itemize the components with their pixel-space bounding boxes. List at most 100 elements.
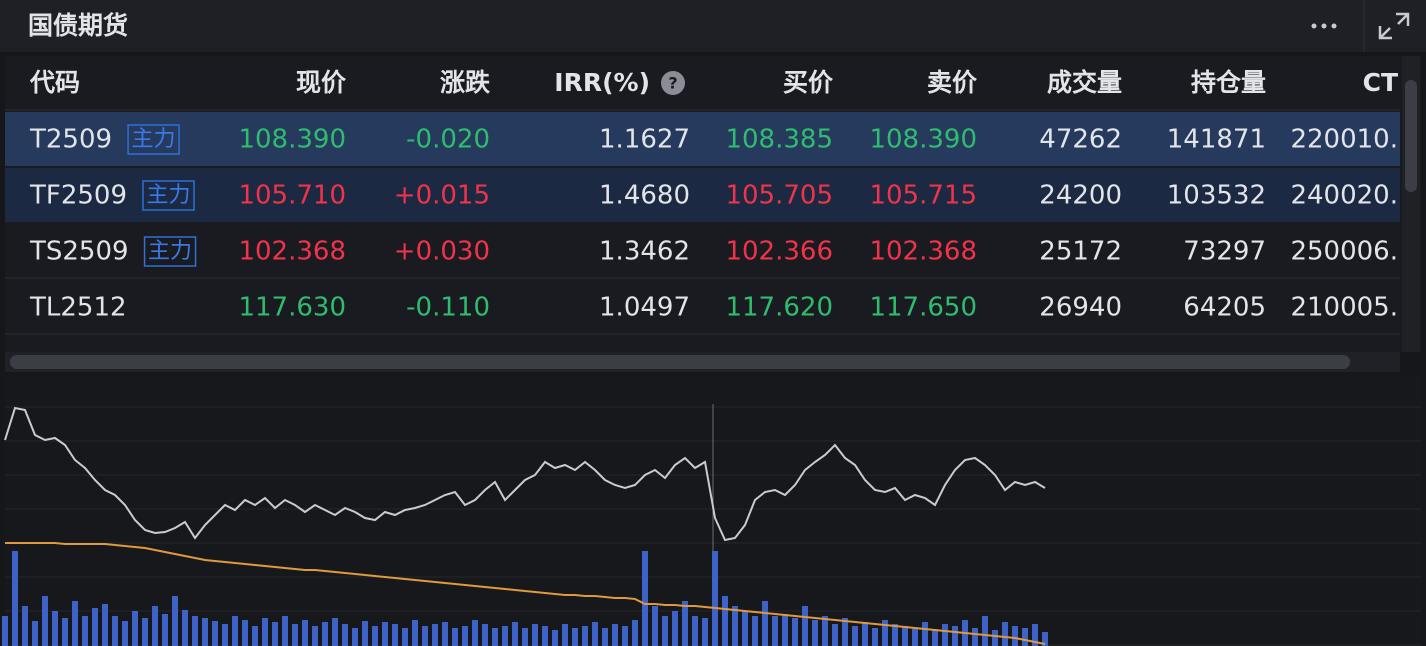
volume-bar	[902, 626, 908, 646]
cell: 105.715	[869, 181, 977, 211]
volume-bar	[332, 618, 338, 646]
volume-bar	[452, 628, 458, 646]
volume-bar	[1022, 628, 1028, 646]
volume-bar	[602, 628, 608, 646]
cell: 102.368	[869, 237, 977, 267]
volume-bar	[362, 621, 368, 646]
volume-bar	[472, 620, 478, 646]
volume-bar	[572, 628, 578, 646]
column-header: 代码	[29, 68, 80, 97]
volume-bar	[752, 616, 758, 646]
column-header: 成交量	[1047, 68, 1122, 97]
volume-bar	[822, 616, 828, 646]
volume-bar	[162, 614, 168, 646]
cell: 26940	[1039, 293, 1122, 323]
volume-bar	[462, 626, 468, 646]
volume-bar	[512, 622, 518, 646]
more-button[interactable]	[1311, 23, 1337, 29]
volume-bar	[272, 622, 278, 646]
h-scrollbar[interactable]	[10, 355, 1350, 369]
volume-bar	[592, 622, 598, 646]
volume-bar	[492, 628, 498, 646]
main-tag-box	[127, 124, 180, 155]
volume-bar	[662, 616, 668, 646]
main-tag: 主力	[147, 183, 191, 208]
cell: 250006.	[1290, 237, 1398, 267]
cell: 108.390	[869, 125, 977, 155]
volume-bar	[782, 614, 788, 646]
cell: 103532	[1167, 181, 1266, 211]
volume-bar	[802, 606, 808, 646]
volume-bar	[692, 616, 698, 646]
help-icon[interactable]	[661, 71, 685, 95]
column-header: 涨跌	[440, 68, 490, 97]
volume-bar	[222, 624, 228, 646]
volume-bar	[132, 611, 138, 646]
cell: 117.630	[238, 293, 346, 323]
volume-bar	[62, 618, 68, 646]
volume-bar	[852, 626, 858, 646]
cell: 1.0497	[599, 293, 690, 323]
expand-button[interactable]	[1378, 12, 1410, 40]
volume-bar	[192, 616, 198, 646]
volume-bar	[772, 616, 778, 646]
volume-bar	[282, 616, 288, 646]
volume-bar	[642, 551, 648, 646]
cell: 73297	[1183, 237, 1266, 267]
cell: 108.390	[238, 125, 346, 155]
volume-bar	[812, 620, 818, 646]
volume-bar	[522, 628, 528, 646]
volume-bar	[882, 620, 888, 646]
cell: 220010.	[1290, 125, 1398, 155]
main-tag: 主力	[132, 127, 176, 152]
title-bar	[0, 0, 1426, 52]
volume-bar	[832, 624, 838, 646]
volume-bar	[952, 626, 958, 646]
cell: 240020.	[1290, 181, 1398, 211]
volume-bar	[942, 624, 948, 646]
volume-bar	[402, 628, 408, 646]
cell: 108.385	[725, 125, 833, 155]
volume-bar	[762, 601, 768, 646]
volume-bar	[542, 626, 548, 646]
volume-bar	[742, 611, 748, 646]
volume-bar	[72, 601, 78, 646]
volume-bar	[1042, 632, 1048, 646]
volume-bar	[42, 596, 48, 646]
hover-row-bg[interactable]	[5, 168, 1400, 222]
cell: 1.4680	[599, 181, 690, 211]
cell: 117.620	[725, 293, 833, 323]
volume-bar	[2, 616, 8, 646]
volume-bar	[892, 624, 898, 646]
cell: 25172	[1039, 237, 1122, 267]
volume-bar	[1012, 626, 1018, 646]
volume-bar	[912, 628, 918, 646]
volume-bar	[582, 626, 588, 646]
volume-bar	[702, 618, 708, 646]
column-header: CT	[1363, 68, 1398, 97]
cell: 105.705	[725, 181, 833, 211]
volume-bar	[342, 624, 348, 646]
volume-bar	[932, 630, 938, 646]
column-header: 现价	[296, 68, 347, 97]
volume-bar	[22, 606, 28, 646]
volume-bar	[552, 630, 558, 646]
volume-bar	[312, 626, 318, 646]
volume-bar	[182, 610, 188, 646]
volume-bar	[322, 622, 328, 646]
volume-bar	[172, 596, 178, 646]
cell: 105.710	[238, 181, 346, 211]
column-header: IRR(%)	[554, 68, 650, 97]
selected-row-bg[interactable]	[5, 112, 1400, 166]
main-tag-box	[142, 180, 195, 211]
volume-bar	[82, 616, 88, 646]
cell: +0.030	[394, 237, 490, 267]
column-header: 卖价	[927, 68, 978, 97]
widget-title: 国债期货	[28, 11, 128, 40]
volume-bar	[482, 624, 488, 646]
v-scrollbar[interactable]	[1405, 80, 1417, 192]
volume-bar	[562, 624, 568, 646]
volume-bar	[422, 626, 428, 646]
